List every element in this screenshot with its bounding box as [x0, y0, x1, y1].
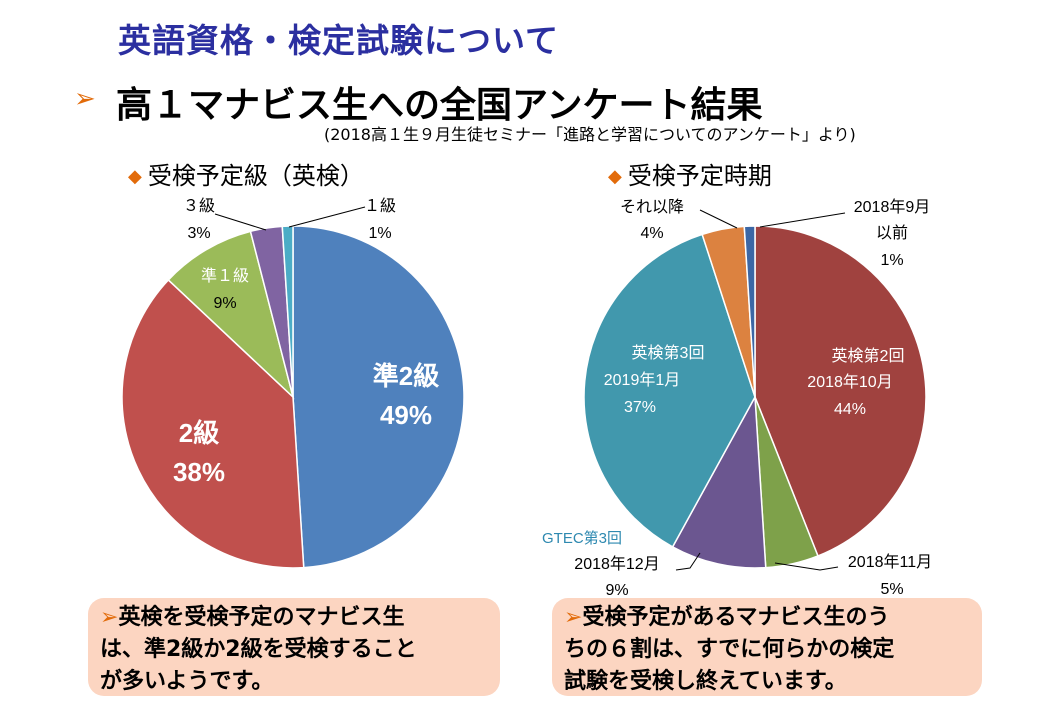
slice-pct-eiken3: 37%	[624, 399, 656, 416]
timing-slice-0	[754, 225, 927, 557]
slice-pct-later: 4%	[640, 225, 663, 242]
slice-pct-jun2: 49%	[380, 400, 432, 430]
slice-label-later: それ以降	[620, 198, 684, 216]
chart1-title-wrap: ◆ 受検予定級（英検）	[128, 156, 364, 191]
note-right: ➢受検予定があるマナビス生のう ちの６割は、すでに何らかの検定 試験を受検し終え…	[552, 598, 982, 696]
source-note: (2018高１生９月生徒セミナー「進路と学習についてのアンケート」より)	[324, 125, 856, 144]
grade-slice-1	[121, 278, 305, 569]
slice-label-kyu2: 2級	[179, 418, 219, 448]
chart2-title-wrap: ◆ 受検予定時期	[608, 156, 772, 191]
chart2-title: 受検予定時期	[627, 162, 772, 190]
slice-label-nov: 2018年11月	[848, 553, 932, 571]
pie-chart-timing	[583, 225, 927, 569]
slice-pct-kyu3: 3%	[187, 225, 210, 242]
slice-pct-jun1: 9%	[213, 295, 236, 312]
pie-chart-grade	[121, 225, 465, 569]
leader-line	[759, 212, 846, 228]
slice-label-gtec-1: GTEC第3回	[542, 529, 622, 547]
note-left-line: が多いようです。	[100, 669, 274, 694]
leader-line	[699, 209, 738, 229]
diamond-icon: ◆	[608, 166, 622, 187]
arrow-icon: ➢	[564, 605, 583, 630]
slice-label-kyu3: ３級	[183, 197, 215, 215]
slice-label-jun2: 準2級	[373, 361, 439, 391]
slice-pct-nov: 5%	[880, 581, 903, 598]
leader-line	[675, 552, 701, 571]
leader-line	[288, 206, 366, 228]
chart1-title: 受検予定級（英検）	[147, 162, 364, 190]
slice-pct-gtec: 9%	[605, 582, 628, 599]
timing-slice-5	[743, 225, 756, 398]
note-right-line: ちの６割は、すでに何らかの検定	[564, 637, 895, 662]
slice-pct-kyu2: 38%	[173, 457, 225, 487]
grade-slice-2	[167, 230, 295, 400]
slice-pct-sep: 1%	[880, 252, 903, 269]
leader-line	[774, 562, 839, 571]
slice-label-gtec-2: 2018年12月	[574, 555, 659, 573]
bullet-arrow-icon: ➢	[74, 84, 96, 114]
slice-pct-kyu1: 1%	[368, 225, 391, 242]
note-right-line: 試験を受検し終えています。	[564, 669, 847, 694]
arrow-icon: ➢	[100, 605, 119, 630]
note-left: ➢英検を受検予定のマナビス生 は、準2級か2級を受検すること が多いようです。	[88, 598, 500, 696]
leader-line	[214, 213, 267, 231]
slice-label-kyu1: １級	[364, 197, 396, 215]
slice-label-eiken2-2: 2018年10月	[807, 373, 892, 391]
timing-slice-2	[671, 394, 767, 569]
page-subtitle: 高１マナビス生への全国アンケート結果	[116, 85, 763, 126]
slice-label-sep-2: 以前	[876, 224, 908, 242]
grade-slice-0	[292, 225, 465, 569]
slice-label-eiken3-1: 英検第3回	[632, 344, 705, 362]
timing-slice-3	[583, 233, 756, 548]
slice-label-jun1: 準１級	[201, 267, 249, 285]
slice-pct-eiken2: 44%	[834, 401, 866, 418]
page-title: 英語資格・検定試験について	[118, 21, 560, 60]
note-left-line: は、準2級か2級を受検すること	[100, 637, 417, 662]
slice-label-eiken3-2: 2019年1月	[604, 371, 681, 389]
diamond-icon: ◆	[128, 166, 142, 187]
slice-label-eiken2-1: 英検第2回	[832, 347, 905, 365]
note-right-line: ➢受検予定があるマナビス生のう	[564, 605, 890, 630]
note-left-line: ➢英検を受検予定のマナビス生	[100, 605, 405, 630]
slice-label-sep-1: 2018年9月	[854, 198, 931, 216]
